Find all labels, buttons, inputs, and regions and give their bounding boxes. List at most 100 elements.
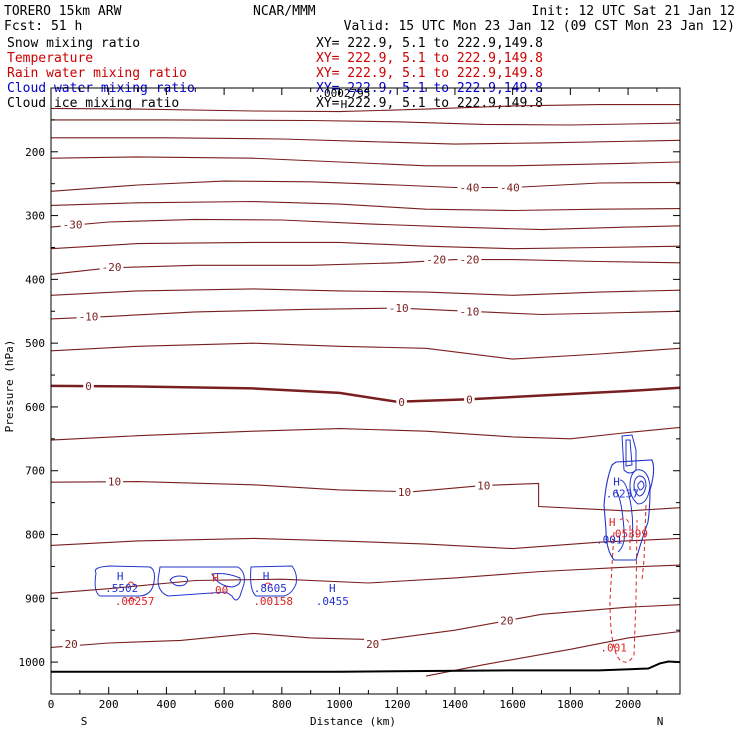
- temperature-label: -10: [79, 310, 99, 323]
- cloud-water-contour: [619, 479, 634, 541]
- cloud-ice-label: H: [341, 98, 348, 111]
- temperature-label: -10: [389, 302, 409, 315]
- temperature-label-bg: [105, 474, 124, 487]
- temperature-label-bg: [99, 260, 124, 273]
- temperature-label-bg: [457, 252, 482, 265]
- temperature-label-bg: [364, 637, 382, 650]
- cloud-water-contour: [94, 565, 155, 597]
- temperature-contour--55: [51, 119, 681, 126]
- cloud-water-label: .001: [596, 534, 623, 547]
- y-tick-label: 500: [25, 337, 45, 350]
- x-tick-label: 1600: [499, 698, 526, 711]
- y-tick-label: 300: [25, 210, 45, 223]
- rain-contour: [263, 582, 273, 587]
- temperature-label-bg: [475, 478, 493, 491]
- cloud-water-label: .5502: [105, 582, 138, 595]
- cloud-water-contour: [169, 575, 189, 587]
- x-tick-label: 1800: [557, 698, 584, 711]
- temperature-contour--5: [50, 342, 681, 360]
- temperature-label: 20: [366, 638, 379, 651]
- temperature-contour--10: [50, 307, 681, 320]
- contour-labels: -40 -40 -30 -20 -20 -20 -10 -10 -10 0 0 0 10 10 10 20 20…: [60, 87, 648, 654]
- y-tick-label: 800: [25, 529, 45, 542]
- y-axis-title: Pressure (hPa): [3, 340, 16, 433]
- cloud-water-contour: [625, 439, 633, 467]
- temperature-contours: [50, 104, 681, 677]
- temperature-label: -20: [426, 254, 446, 267]
- temperature-label-bg: [497, 180, 522, 193]
- cloud-water-contour: [615, 489, 625, 553]
- cloud-water-label: H: [329, 582, 336, 595]
- temperature-label: -30: [63, 219, 83, 232]
- cloud-water-label: .6237: [606, 488, 639, 501]
- plot-frame: [50, 87, 681, 695]
- cloud-water-contour: [621, 434, 637, 474]
- cloud-water-label: .8605: [254, 582, 287, 595]
- temperature-label-bg: [464, 392, 475, 405]
- x-tick-label: 600: [214, 698, 234, 711]
- temperature-label-bg: [396, 394, 407, 407]
- valid-time: Valid: 15 UTC Mon 23 Jan 12 (09 CST Mon …: [344, 19, 735, 34]
- temperature-label-bg: [395, 484, 414, 497]
- x-axis-title: Distance (km): [310, 715, 396, 728]
- surface-line: [51, 660, 681, 673]
- temperature-contour-0: [50, 384, 681, 404]
- temperature-contour--20: [50, 259, 681, 275]
- temperature-label: -20: [102, 261, 122, 274]
- temperature-contour--30: [50, 218, 681, 231]
- rain-label: .00158: [253, 595, 293, 608]
- temperature-contour-18: [50, 564, 681, 594]
- temperature-contour-5: [50, 426, 681, 441]
- moisture-contours: [94, 434, 655, 663]
- temperature-label: 10: [108, 476, 121, 489]
- init-time: Init: 12 UTC Sat 21 Jan 12: [532, 4, 736, 19]
- temperature-contour--50: [51, 137, 681, 145]
- temperature-contour-10: [50, 481, 681, 512]
- temperature-label-bg: [386, 301, 411, 314]
- south-label: S: [81, 715, 88, 728]
- x-tick-label: 0: [48, 698, 55, 711]
- rain-contour: [609, 519, 638, 663]
- org-title: NCAR/MMM: [253, 4, 316, 19]
- cloud-water-contour: [637, 480, 645, 491]
- model-title: TORERO 15km ARW: [4, 4, 122, 19]
- legend-label-cloud-ice: Cloud ice mixing ratio: [7, 96, 179, 111]
- rain-label: H: [212, 571, 219, 584]
- legend-xy-rain: XY= 222.9, 5.1 to 222.9,149.8: [316, 66, 543, 81]
- temperature-label: 20: [65, 638, 78, 651]
- rain-contour: [619, 517, 631, 550]
- temperature-label: 0: [85, 380, 92, 393]
- temperature-label: 10: [477, 479, 490, 492]
- cloud-water-contour: [250, 565, 297, 597]
- cloud-water-label: H: [263, 570, 270, 583]
- y-tick-label: 200: [25, 146, 45, 159]
- temperature-label: -40: [459, 182, 479, 195]
- temperature-contour-22: [425, 630, 681, 677]
- temperature-contour--40: [50, 180, 681, 192]
- temperature-label: 0: [466, 393, 473, 406]
- rain-contour: [127, 598, 137, 602]
- cloud-water-label: H: [117, 570, 124, 583]
- x-tick-label: 200: [99, 698, 119, 711]
- temperature-contour--25: [50, 241, 681, 250]
- y-tick-label: 900: [25, 592, 45, 605]
- rain-contour: [126, 581, 136, 587]
- temperature-label-bg: [457, 304, 482, 317]
- temperature-label-bg: [60, 217, 85, 230]
- cloud-water-label: .0455: [316, 595, 349, 608]
- rain-label: .05399: [608, 527, 648, 540]
- y-tick-label: 400: [25, 273, 45, 286]
- x-tick-label: 1400: [442, 698, 469, 711]
- x-tick-label: 1200: [384, 698, 411, 711]
- temperature-label: -20: [459, 254, 479, 267]
- temperature-contour--35: [50, 200, 681, 212]
- axes: 0 200 400 600 800 1000 1200 1400 1600 1800 2000200…: [19, 87, 681, 711]
- temperature-label: 0: [398, 396, 405, 409]
- cloud-water-contour: [157, 566, 245, 601]
- temperature-contour-20: [50, 604, 681, 648]
- temperature-label: 20: [500, 615, 513, 628]
- temperature-label: -40: [500, 182, 520, 195]
- temperature-contour-15: [50, 537, 681, 550]
- temperature-contour--45: [50, 156, 681, 167]
